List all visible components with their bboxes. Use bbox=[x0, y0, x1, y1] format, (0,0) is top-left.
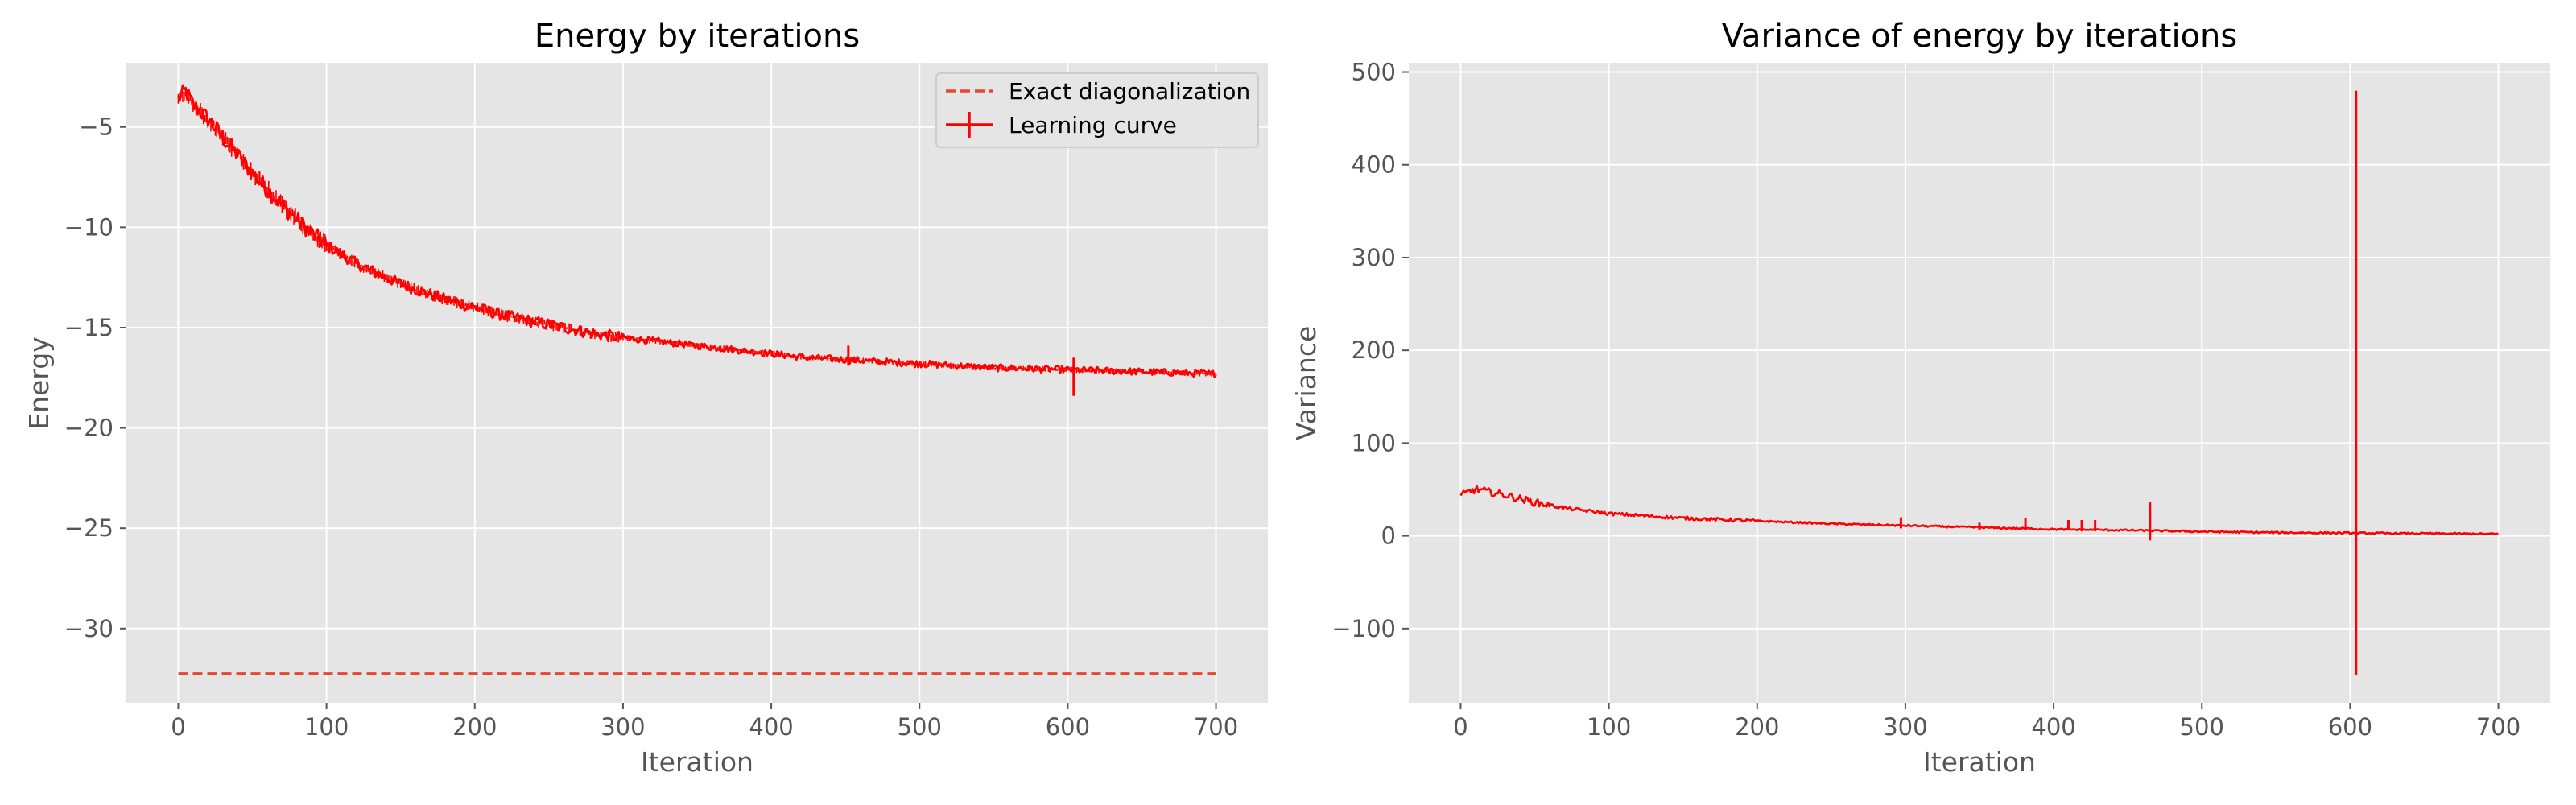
energy-y-tick-label: −10 bbox=[64, 213, 114, 241]
variance-y-tick-label: 100 bbox=[1352, 429, 1396, 456]
energy-plot-area bbox=[126, 63, 1268, 703]
energy-legend: Exact diagonalization Learning curve bbox=[935, 72, 1259, 148]
variance-chart-title: Variance of energy by iterations bbox=[1722, 18, 2237, 55]
energy-x-tick-label: 700 bbox=[1194, 713, 1238, 741]
energy-x-tick-label: 400 bbox=[749, 713, 793, 741]
energy-x-axis-label: Iteration bbox=[641, 746, 753, 778]
variance-x-tick-label: 100 bbox=[1587, 713, 1631, 741]
energy-grid bbox=[126, 63, 1268, 703]
energy-x-tick-label: 500 bbox=[898, 713, 942, 741]
variance-x-tick-label: 700 bbox=[2476, 713, 2520, 741]
energy-x-tick-label: 0 bbox=[171, 713, 185, 741]
variance-x-tick-label: 300 bbox=[1883, 713, 1927, 741]
variance-y-tick-label: 0 bbox=[1381, 522, 1396, 550]
variance-y-axis-label: Variance bbox=[1290, 326, 1322, 441]
variance-x-tick-label: 500 bbox=[2180, 713, 2224, 741]
variance-y-tick-label: 200 bbox=[1352, 336, 1396, 364]
variance-x-tick-label: 0 bbox=[1453, 713, 1468, 741]
variance-x-axis-label: Iteration bbox=[1923, 746, 2036, 778]
variance-grid bbox=[1409, 63, 2550, 703]
energy-y-ticks: −5 −10 −15 −20 −25 −30 bbox=[64, 114, 126, 642]
variance-x-tick-label: 600 bbox=[2328, 713, 2372, 741]
variance-x-tick-label: 200 bbox=[1735, 713, 1779, 741]
energy-x-tick-label: 100 bbox=[304, 713, 349, 741]
variance-y-tick-label: 300 bbox=[1352, 244, 1396, 271]
energy-x-tick-label: 200 bbox=[452, 713, 497, 741]
energy-y-tick-label: −20 bbox=[64, 415, 114, 442]
variance-y-tick-label: 400 bbox=[1352, 151, 1396, 179]
variance-plot-area bbox=[1409, 63, 2550, 703]
legend-learning-label: Learning curve bbox=[1009, 112, 1177, 138]
variance-series bbox=[1459, 90, 2499, 675]
energy-y-tick-label: −15 bbox=[64, 314, 114, 341]
legend-exact-label: Exact diagonalization bbox=[1009, 78, 1250, 105]
energy-y-tick-label: −25 bbox=[64, 514, 114, 542]
variance-y-ticks: 500 400 300 200 100 0 −100 bbox=[1331, 59, 1409, 642]
legend-box bbox=[935, 72, 1259, 148]
variance-x-tick-label: 400 bbox=[2031, 713, 2075, 741]
energy-x-tick-label: 600 bbox=[1046, 713, 1090, 741]
energy-series bbox=[177, 84, 1217, 675]
variance-chart: 0 100 200 300 400 500 600 700 500 400 300 200 100 0 −… bbox=[1290, 18, 2550, 778]
energy-x-ticks: 0 100 200 300 400 500 600 700 bbox=[171, 703, 1238, 741]
variance-x-ticks: 0 100 200 300 400 500 600 700 bbox=[1453, 703, 2520, 741]
energy-chart: 0 100 200 300 400 500 600 700 −5 −10 −15 −20 −25 −30… bbox=[23, 18, 1268, 778]
variance-y-tick-label: −100 bbox=[1331, 615, 1396, 642]
energy-chart-title: Energy by iterations bbox=[535, 18, 860, 55]
energy-x-tick-label: 300 bbox=[601, 713, 645, 741]
energy-y-tick-label: −5 bbox=[79, 114, 114, 141]
variance-y-tick-label: 500 bbox=[1352, 59, 1396, 86]
energy-y-tick-label: −30 bbox=[64, 615, 114, 642]
energy-y-axis-label: Energy bbox=[23, 336, 55, 430]
